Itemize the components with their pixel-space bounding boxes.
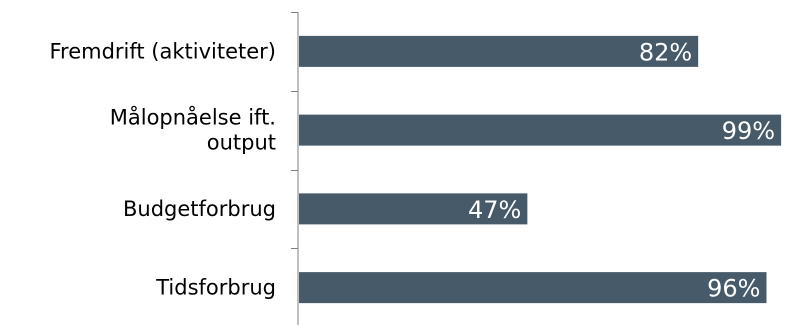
category-label: Fremdrift (aktiviteter) [49, 39, 276, 63]
bar [299, 193, 528, 225]
category-labels: Fremdrift (aktiviteter) Målopnåelse ift. o… [49, 39, 276, 299]
category-label: Budgetforbrug [123, 197, 276, 221]
y-axis [291, 12, 299, 325]
category-label: Tidsforbrug [155, 276, 276, 300]
bar-value-label: 82% [639, 38, 692, 66]
bar-value-label: 96% [707, 275, 760, 303]
category-label: Målopnåelse ift. output [110, 105, 276, 155]
bar [299, 272, 767, 304]
bars: 82% 99% 47% 96% [299, 35, 782, 304]
bar-value-label: 99% [722, 117, 775, 145]
bar-value-label: 47% [468, 196, 521, 224]
bar [299, 35, 699, 67]
bar [299, 114, 782, 146]
